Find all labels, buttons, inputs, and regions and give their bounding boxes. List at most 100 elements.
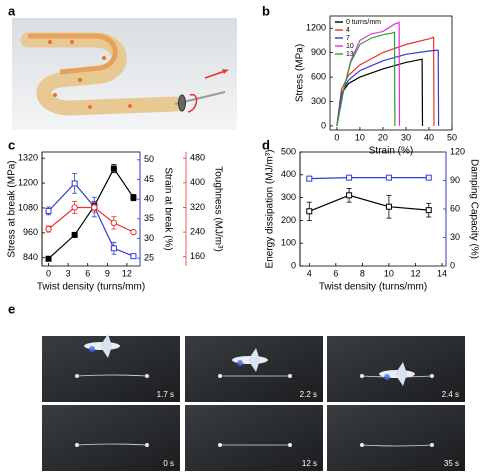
marker: [45, 207, 52, 214]
light: [384, 374, 390, 380]
marker: [45, 255, 52, 262]
marker: [110, 165, 117, 172]
x-tick-label: 0: [46, 268, 51, 278]
panel-label: d: [262, 137, 270, 152]
series-line: [336, 58, 424, 126]
anchor: [218, 443, 222, 447]
y-tick-label: 500: [281, 146, 296, 156]
y-tick-label: 600: [311, 71, 326, 81]
x-tick-label: 12: [122, 268, 132, 278]
marker: [425, 207, 432, 214]
photo: [42, 405, 180, 471]
y3-tick-label: 480: [190, 153, 205, 163]
y2-tick-label: 45: [144, 174, 154, 184]
y-tick-label: 0: [291, 260, 296, 270]
y-axis-title: Stress at break (MPa): [7, 160, 18, 257]
y2-tick-label: 60: [450, 203, 460, 213]
y-axis-title: Stress (MPa): [295, 44, 306, 102]
series-line: [309, 194, 429, 212]
marker: [130, 228, 137, 236]
plot-frame: [41, 151, 141, 267]
marker: [71, 204, 78, 211]
x-tick-label: 20: [378, 132, 388, 142]
marker: [110, 245, 117, 252]
airplane-wing: [395, 362, 407, 386]
marker: [385, 174, 392, 181]
marker: [425, 174, 432, 181]
anchor: [360, 443, 364, 447]
panel-label: c: [8, 137, 15, 152]
y3-tick-label: 240: [190, 226, 205, 236]
series-line: [48, 167, 134, 260]
marker: [110, 219, 118, 227]
y-tick-label: 200: [281, 215, 296, 225]
y-tick-label: 300: [281, 192, 296, 202]
anchor: [360, 374, 364, 378]
series-line: [336, 31, 396, 127]
y-tick-label: 900: [311, 47, 326, 57]
photo-time: 12 s: [302, 459, 317, 468]
photo-time: 2.4 s: [442, 390, 459, 399]
y2-tick-label: 0: [450, 260, 455, 270]
y-tick-label: 960: [23, 227, 38, 237]
marker: [346, 174, 353, 181]
light: [237, 360, 243, 366]
airplane-wing: [100, 334, 112, 358]
x-tick-label: 4: [307, 268, 312, 278]
x-tick-label: 50: [447, 132, 457, 142]
x-tick-label: 12: [410, 268, 420, 278]
anchor: [218, 374, 222, 378]
y2-tick-label: 90: [450, 175, 460, 185]
y-tick-label: 300: [311, 96, 326, 106]
y2-tick-label: 30: [450, 232, 460, 242]
photo-time: 35 s: [444, 459, 459, 468]
marker: [45, 225, 52, 233]
x-tick-label: 6: [333, 268, 338, 278]
marker: [71, 231, 78, 238]
anchor: [75, 443, 79, 447]
y-tick-label: 1200: [306, 23, 326, 33]
anchor: [430, 374, 434, 378]
y3-tick-label: 160: [190, 251, 205, 261]
marker: [130, 253, 137, 260]
schematic: [12, 18, 237, 130]
panel-label: e: [8, 301, 15, 316]
anchor: [288, 374, 292, 378]
y3-tick-label: 320: [190, 202, 205, 212]
fiber: [361, 444, 433, 447]
anchor: [430, 443, 434, 447]
x-tick-label: 8: [360, 268, 365, 278]
photo-time: 0 s: [163, 459, 174, 468]
x-tick-label: 3: [66, 268, 71, 278]
marker: [71, 180, 78, 187]
fiber: [76, 374, 148, 377]
panel-label: b: [262, 3, 270, 18]
x-tick-label: 10: [355, 132, 365, 142]
y3-axis-title: Toughness (MJ/m³): [212, 166, 223, 252]
x-axis-title: Strain (%): [369, 146, 413, 157]
marker: [385, 203, 392, 210]
y3-tick-label: 400: [190, 177, 205, 187]
y2-tick-label: 35: [144, 213, 154, 223]
airplane-wing: [248, 348, 260, 372]
y-tick-label: 100: [281, 238, 296, 248]
series-line: [309, 177, 429, 180]
marker: [346, 192, 353, 199]
photo: [327, 336, 465, 402]
marker: [306, 175, 313, 182]
marker: [306, 208, 313, 215]
y2-tick-label: 25: [144, 253, 154, 263]
y2-axis-title: Damping Capacity (%): [468, 159, 479, 259]
anchor: [145, 443, 149, 447]
fiber: [76, 443, 148, 446]
light: [89, 346, 95, 352]
legend-label: 10: [346, 43, 354, 50]
series-line: [48, 182, 134, 257]
photo: [185, 405, 323, 471]
x-axis-title: Twist density (turns/mm): [37, 282, 145, 293]
photo: [327, 405, 465, 471]
y-tick-label: 1200: [18, 177, 38, 187]
anchor: [145, 374, 149, 378]
photo-time: 1.7 s: [157, 390, 174, 399]
